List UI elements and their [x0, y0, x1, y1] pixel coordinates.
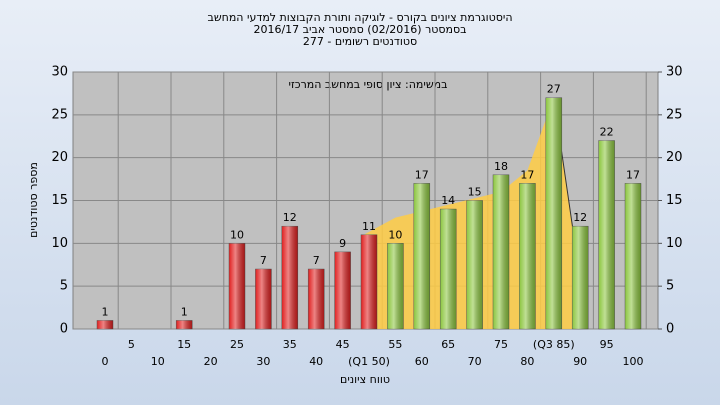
x-tick-label: 90 — [573, 355, 587, 368]
x-tick-label: 5 — [128, 338, 135, 351]
y-tick-label: 5 — [60, 279, 68, 294]
bar-shine — [519, 183, 536, 329]
bar-shine — [466, 200, 483, 329]
x-tick-label: 30 — [256, 355, 270, 368]
bar-shine — [176, 320, 193, 329]
bar-shine — [598, 140, 615, 329]
x-tick-label: 45 — [336, 338, 350, 351]
bar-shine — [361, 234, 377, 329]
y-tick-label: 0 — [60, 322, 68, 337]
x-tick-label: 65 — [441, 338, 455, 351]
bar-shine — [229, 243, 245, 329]
y2-tick-label: 15 — [666, 193, 683, 208]
value-label: 27 — [547, 83, 561, 96]
value-label: 10 — [388, 228, 402, 241]
x-tick-label: 0 — [102, 355, 109, 368]
y2-tick-label: 5 — [666, 279, 674, 294]
value-label: 9 — [339, 237, 346, 250]
value-label: 7 — [260, 254, 267, 267]
value-label: 12 — [573, 211, 587, 224]
bar-shine — [545, 97, 562, 329]
y2-tick-label: 30 — [666, 65, 683, 80]
y-axis-label: מספר סטודנטים — [27, 162, 40, 238]
value-label: 10 — [230, 228, 244, 241]
x-tick-label: 15 — [177, 338, 191, 351]
value-label: 11 — [362, 220, 376, 233]
x-tick-label: 55 — [388, 338, 402, 351]
value-label: 17 — [520, 168, 534, 181]
bar-shine — [413, 183, 430, 329]
bar-shine — [308, 269, 325, 329]
x-tick-label: 80 — [520, 355, 534, 368]
bar-shine — [387, 243, 404, 329]
x-tick-label: (Q3 85) — [533, 338, 575, 351]
x-tick-label: 25 — [230, 338, 244, 351]
bar-shine — [572, 226, 589, 329]
x-tick-label: (Q1 50) — [348, 355, 390, 368]
value-label: 1 — [181, 305, 188, 318]
x-tick-label: 10 — [151, 355, 165, 368]
x-tick-label: 60 — [415, 355, 429, 368]
value-label: 22 — [600, 126, 614, 139]
y2-tick-label: 25 — [666, 107, 683, 122]
y2-tick-label: 10 — [666, 236, 683, 251]
bar-shine — [97, 320, 113, 329]
bar-shine — [493, 174, 509, 329]
x-tick-label: 70 — [468, 355, 482, 368]
x-tick-label: 35 — [283, 338, 297, 351]
value-label: 7 — [313, 254, 320, 267]
y-tick-label: 25 — [51, 107, 68, 122]
x-axis-label: טווח ציונים — [340, 373, 390, 386]
value-label: 1 — [102, 305, 109, 318]
x-tick-label: 20 — [204, 355, 218, 368]
y-tick-label: 15 — [51, 193, 68, 208]
bar-shine — [334, 251, 351, 329]
value-label: 17 — [415, 168, 429, 181]
x-tick-label: 40 — [309, 355, 323, 368]
y-tick-label: 10 — [51, 236, 68, 251]
value-label: 14 — [441, 194, 455, 207]
bar-shine — [625, 183, 641, 329]
y2-tick-label: 20 — [666, 150, 683, 165]
y-tick-label: 30 — [51, 65, 68, 80]
bar-shine — [440, 209, 457, 329]
value-label: 18 — [494, 160, 508, 173]
chart-subtitle: בסמסטר (02/2016) סמסטר אביב 2016/17 — [253, 23, 466, 36]
x-tick-label: 100 — [623, 355, 644, 368]
value-label: 17 — [626, 168, 640, 181]
x-tick-label: 75 — [494, 338, 508, 351]
y-tick-label: 20 — [51, 150, 68, 165]
bar-shine — [255, 269, 272, 329]
annotation: במשימה: ציון סופי במחשב המרכזי — [288, 78, 447, 91]
chart-subtitle: סטודנטים רשומים - 277 — [303, 35, 417, 48]
y2-tick-label: 0 — [666, 322, 674, 337]
chart-title: היסטוגרמת ציונים בקורס - לוגיקה ותורת הק… — [207, 11, 512, 24]
value-label: 15 — [468, 186, 482, 199]
x-tick-label: 95 — [600, 338, 614, 351]
value-label: 12 — [283, 211, 297, 224]
bar-shine — [281, 226, 298, 329]
